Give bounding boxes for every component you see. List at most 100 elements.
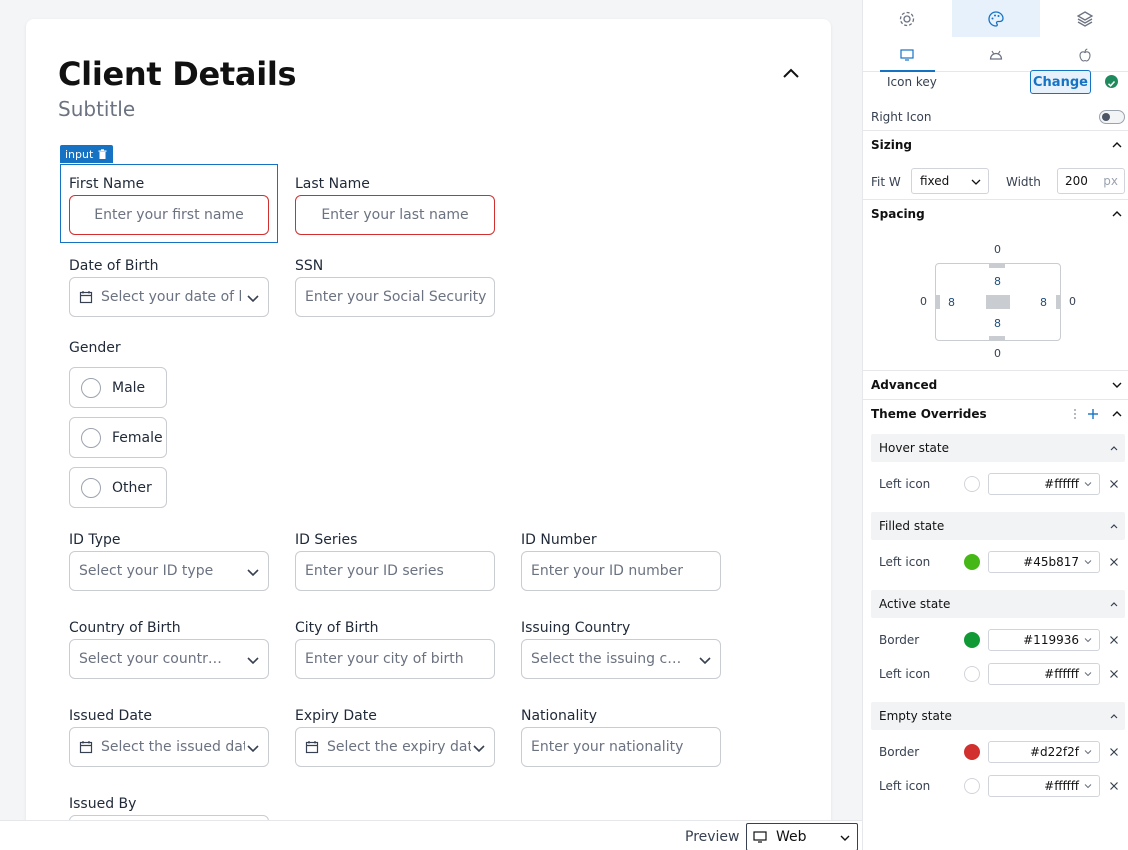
preview-mode-value: Web [776,829,807,845]
ssn-input[interactable]: Enter your Social Security Nu [295,277,495,317]
issuing-country-select[interactable]: Select the issuing coun... [521,639,721,679]
city-of-birth-placeholder: Enter your city of birth [305,651,464,667]
color-value-select[interactable]: #ffffff [988,663,1100,685]
gender-option-other[interactable]: Other [69,467,167,508]
color-swatch[interactable] [964,778,980,794]
right-icon-toggle[interactable] [1099,110,1125,124]
color-swatch[interactable] [964,744,980,760]
panel-top-tabs [863,0,1128,37]
padding-bottom-handle[interactable] [989,336,1005,340]
override-row-label: Left icon [879,667,931,681]
color-value-select[interactable]: #45b817 [988,551,1100,573]
section-sizing-title: Sizing [871,137,912,152]
change-icon-button[interactable]: Change [1030,70,1091,94]
chevron-up-icon [1110,602,1118,607]
fit-width-select[interactable]: fixed [911,168,989,194]
padding-top-handle[interactable] [989,264,1005,268]
padding-bottom-value[interactable]: 8 [994,317,1001,330]
trash-icon[interactable] [97,148,108,160]
tab-device-web[interactable] [863,37,952,72]
tab-layers[interactable] [1040,0,1128,37]
margin-top-value[interactable]: 0 [994,243,1001,256]
empty-state-header[interactable]: Empty state [871,702,1125,730]
padding-right-value[interactable]: 8 [1040,296,1047,309]
chevron-down-icon [1084,482,1092,487]
hover-state-header[interactable]: Hover state [871,434,1125,462]
nationality-label: Nationality [521,708,598,724]
margin-right-value[interactable]: 0 [1069,295,1076,308]
id-type-placeholder: Select your ID type [79,563,214,579]
chevron-up-icon [1110,714,1118,719]
id-number-label: ID Number [521,532,597,548]
close-icon[interactable] [1108,478,1120,490]
more-vertical-icon[interactable] [1073,408,1077,420]
close-icon[interactable] [1108,668,1120,680]
close-icon[interactable] [1108,556,1120,568]
tab-settings[interactable] [863,0,952,37]
country-of-birth-select[interactable]: Select your country of ... [69,639,269,679]
gender-label: Gender [69,340,121,356]
gear-icon [900,11,915,26]
preview-mode-select[interactable]: Web [746,823,858,850]
plus-icon[interactable] [1087,408,1099,420]
issued-date-select[interactable]: Select the issued date [69,727,269,767]
color-value-select[interactable]: #119936 [988,629,1100,651]
tab-style[interactable] [951,0,1041,37]
color-value: #d22f2f [1029,745,1079,759]
design-canvas: Client Details Subtitle input First Name… [26,19,831,820]
city-of-birth-input[interactable]: Enter your city of birth [295,639,495,679]
active-state-header[interactable]: Active state [871,590,1125,618]
collapse-card-button[interactable] [780,65,802,81]
tab-device-android[interactable] [952,37,1041,72]
chevron-down-icon [699,657,711,665]
filled-state-header[interactable]: Filled state [871,512,1125,540]
color-value: #ffffff [1044,779,1079,793]
expiry-date-select[interactable]: Select the expiry date [295,727,495,767]
section-spacing[interactable]: Spacing [863,199,1128,227]
selected-input-outline [60,164,278,243]
padding-left-value[interactable]: 8 [948,296,955,309]
id-type-select[interactable]: Select your ID type [69,551,269,591]
color-swatch[interactable] [964,666,980,682]
hover-state-title: Hover state [879,441,949,455]
color-swatch[interactable] [964,554,980,570]
padding-left-handle[interactable] [936,295,940,309]
margin-left-value[interactable]: 0 [920,295,927,308]
width-input[interactable]: 200 px [1057,168,1125,194]
properties-panel: Icon key Change Right Icon Sizing Fit W … [862,0,1128,850]
color-swatch[interactable] [964,476,980,492]
icon-key-label: Icon key [887,75,937,89]
color-value-select[interactable]: #ffffff [988,473,1100,495]
override-row-label: Border [879,633,920,647]
close-icon[interactable] [1108,780,1120,792]
color-value-select[interactable]: #d22f2f [988,741,1100,763]
first-name-input[interactable]: Enter your first name [69,195,269,235]
id-number-input[interactable]: Enter your ID number [521,551,721,591]
padding-top-value[interactable]: 8 [994,275,1001,288]
close-icon[interactable] [1108,634,1120,646]
color-swatch[interactable] [964,632,980,648]
nationality-placeholder: Enter your nationality [531,739,684,755]
tab-device-ios[interactable] [1040,37,1128,72]
chevron-up-icon [1112,411,1122,417]
section-spacing-title: Spacing [871,206,925,221]
section-advanced[interactable]: Advanced [863,370,1128,398]
chevron-down-icon [1084,784,1092,789]
nationality-input[interactable]: Enter your nationality [521,727,721,767]
close-icon[interactable] [1108,746,1120,758]
empty-state-title: Empty state [879,709,952,723]
android-icon [989,50,1003,60]
gender-option-female[interactable]: Female [69,417,167,458]
section-sizing[interactable]: Sizing [863,130,1128,158]
selection-tag[interactable]: input [60,145,114,163]
chevron-up-icon [783,68,799,78]
margin-bottom-value[interactable]: 0 [994,347,1001,360]
section-theme-overrides[interactable]: Theme Overrides [863,399,1128,427]
chevron-down-icon [1084,560,1092,565]
gender-option-male[interactable]: Male [69,367,167,408]
color-value-select[interactable]: #ffffff [988,775,1100,797]
last-name-input[interactable]: Enter your last name [295,195,495,235]
id-series-input[interactable]: Enter your ID series [295,551,495,591]
dob-select[interactable]: Select your date of bir [69,277,269,317]
padding-right-handle[interactable] [1056,295,1060,309]
